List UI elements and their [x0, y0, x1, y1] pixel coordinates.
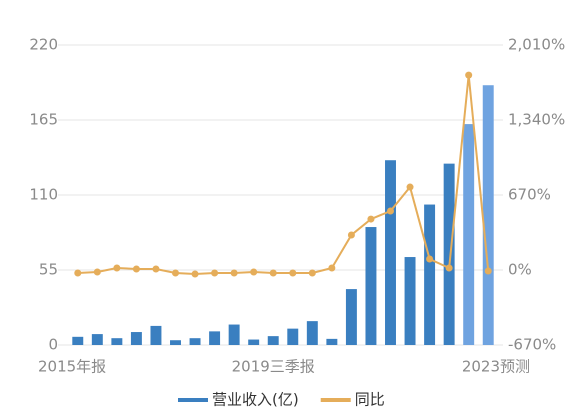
- bar: [150, 325, 162, 345]
- bar: [287, 328, 299, 345]
- bar: [326, 338, 338, 345]
- line-point: [191, 270, 199, 278]
- line-point: [328, 264, 336, 272]
- bar: [189, 338, 201, 345]
- line-point: [289, 269, 297, 277]
- bar: [482, 85, 494, 346]
- line-point: [406, 183, 414, 191]
- line-point: [93, 268, 101, 276]
- y2-tick-label: 2,010%: [508, 36, 565, 54]
- line-point: [113, 264, 121, 272]
- line-point: [347, 231, 355, 239]
- line-point: [367, 215, 375, 223]
- bar: [72, 336, 84, 345]
- bar: [385, 160, 396, 345]
- y-tick-label: 165: [29, 111, 58, 129]
- bar: [228, 324, 240, 345]
- bar: [170, 340, 181, 345]
- x-tick-label: 2019三季报: [232, 358, 315, 376]
- bar: [130, 332, 142, 345]
- bar: [248, 339, 260, 345]
- x-tick-label: 2023预测: [462, 358, 530, 376]
- line-point: [484, 267, 492, 275]
- bar: [443, 163, 455, 345]
- line-point: [172, 269, 179, 277]
- line-point: [387, 207, 394, 215]
- line-point: [445, 264, 453, 272]
- y-tick-label: 110: [29, 186, 58, 204]
- bar: [306, 321, 318, 345]
- bar: [111, 338, 123, 345]
- line-point: [152, 265, 160, 273]
- line-point: [211, 269, 219, 277]
- bar: [463, 124, 475, 345]
- bar: [91, 334, 103, 345]
- legend-label: 营业收入(亿): [212, 391, 299, 409]
- y-tick-label: 55: [39, 261, 58, 279]
- line: [77, 75, 490, 276]
- bar: [345, 289, 357, 345]
- legend-label: 同比: [355, 391, 385, 409]
- y2-tick-label: 1,340%: [508, 111, 565, 129]
- line-point: [250, 268, 258, 276]
- line-point: [132, 265, 140, 273]
- line-point: [230, 269, 238, 277]
- y-tick-label: 0: [48, 336, 58, 354]
- bar: [404, 257, 416, 345]
- bar: [365, 227, 377, 345]
- line-point: [308, 269, 316, 277]
- bar: [267, 336, 279, 345]
- bar: [209, 331, 221, 345]
- y2-tick-label: 0%: [508, 261, 532, 279]
- y-tick-label: 220: [29, 36, 58, 54]
- y2-tick-label: -670%: [508, 336, 556, 354]
- bar: [424, 204, 436, 345]
- line-point: [269, 269, 277, 277]
- line-point: [426, 255, 434, 263]
- y2-tick-label: 670%: [508, 186, 551, 204]
- x-tick-label: 2015年报: [38, 358, 106, 376]
- line-point: [465, 71, 473, 79]
- line-point: [74, 269, 82, 277]
